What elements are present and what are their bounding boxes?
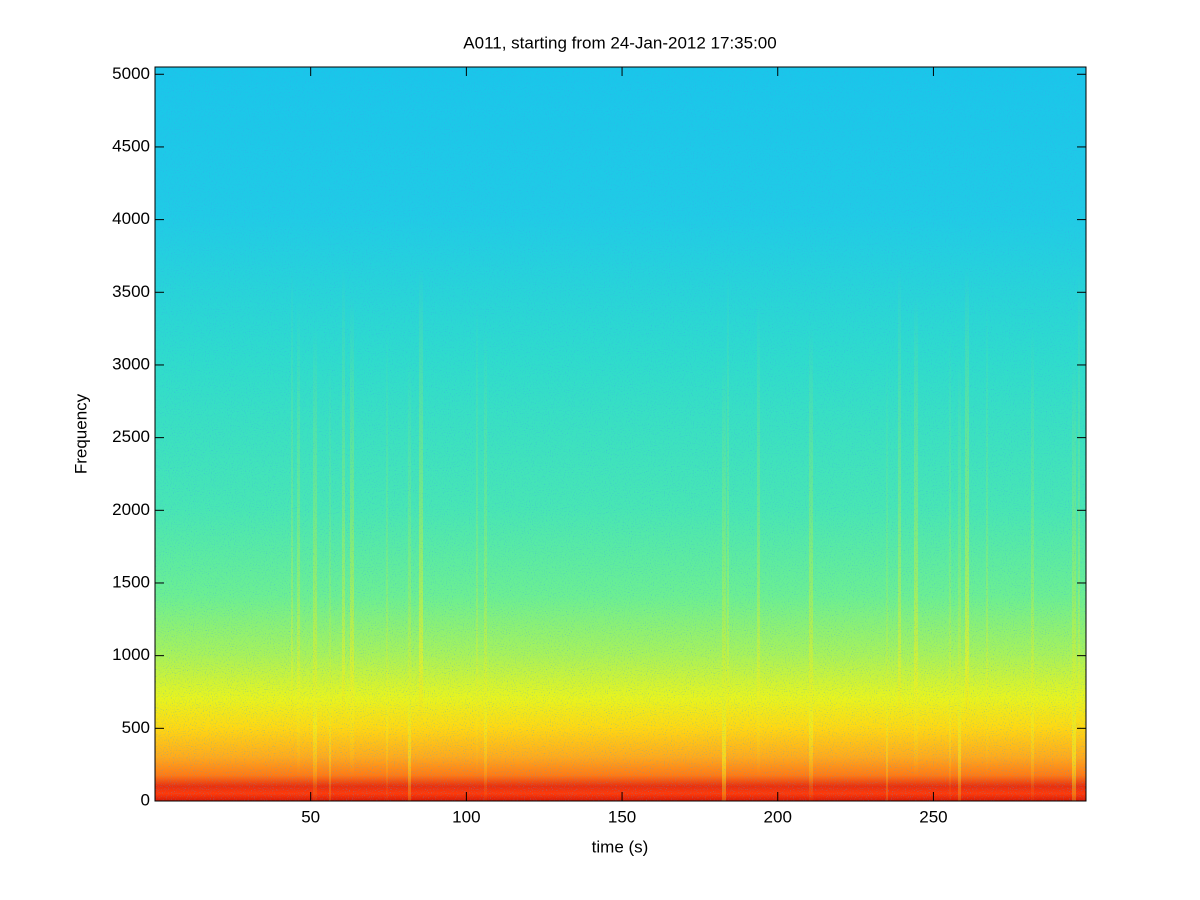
- chart-title: A011, starting from 24-Jan-2012 17:35:00: [463, 33, 776, 52]
- spectrogram-noise: [155, 67, 1086, 801]
- y-tick-label: 2500: [112, 427, 150, 446]
- x-tick-label: 50: [301, 807, 320, 826]
- y-tick-label: 0: [141, 790, 150, 809]
- y-tick-label: 2000: [112, 500, 150, 519]
- y-tick-label: 4500: [112, 136, 150, 155]
- x-tick-label: 200: [764, 807, 792, 826]
- x-axis-label: time (s): [592, 837, 649, 856]
- x-tick-label: 150: [608, 807, 636, 826]
- y-tick-label: 1500: [112, 572, 150, 591]
- y-tick-label: 3500: [112, 282, 150, 301]
- y-tick-label: 5000: [112, 64, 150, 83]
- y-tick-label: 500: [122, 718, 150, 737]
- x-tick-label: 250: [919, 807, 947, 826]
- y-tick-label: 1000: [112, 645, 150, 664]
- y-tick-label: 3000: [112, 354, 150, 373]
- y-tick-label: 4000: [112, 209, 150, 228]
- plot-frame: [154, 66, 1087, 802]
- x-tick-label: 100: [452, 807, 480, 826]
- y-axis-label: Frequency: [71, 393, 90, 474]
- spectrogram-image: [155, 67, 1086, 801]
